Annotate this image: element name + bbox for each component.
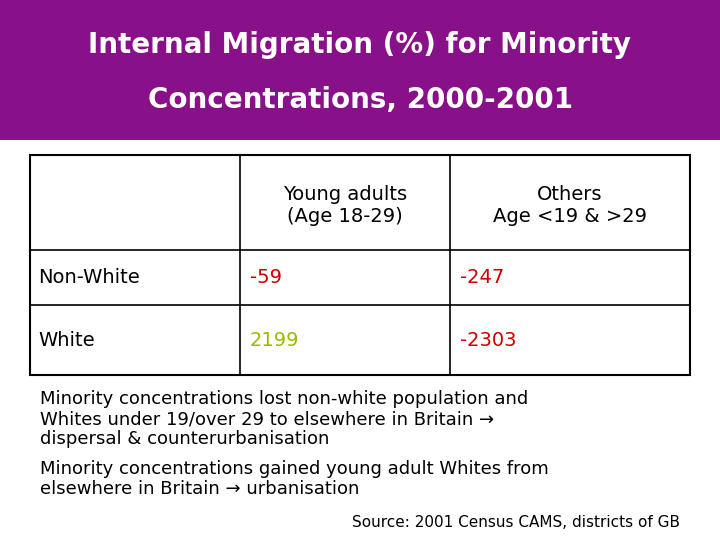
Text: Source: 2001 Census CAMS, districts of GB: Source: 2001 Census CAMS, districts of G… bbox=[352, 515, 680, 530]
Text: Others: Others bbox=[537, 185, 603, 204]
Text: Non-White: Non-White bbox=[38, 268, 140, 287]
Text: Minority concentrations lost non-white population and: Minority concentrations lost non-white p… bbox=[40, 390, 528, 408]
Text: Whites under 19/over 29 to elsewhere in Britain →: Whites under 19/over 29 to elsewhere in … bbox=[40, 410, 494, 428]
Text: Age <19 & >29: Age <19 & >29 bbox=[493, 207, 647, 226]
Text: White: White bbox=[38, 330, 94, 349]
Text: dispersal & counterurbanisation: dispersal & counterurbanisation bbox=[40, 430, 329, 448]
Text: Concentrations, 2000-2001: Concentrations, 2000-2001 bbox=[148, 86, 572, 114]
Text: Minority concentrations gained young adult Whites from: Minority concentrations gained young adu… bbox=[40, 460, 549, 478]
Text: 2199: 2199 bbox=[250, 330, 300, 349]
Bar bbox=[0, 0, 720, 140]
Text: Internal Migration (%) for Minority: Internal Migration (%) for Minority bbox=[89, 31, 631, 59]
Bar bbox=[30, 155, 690, 375]
Text: Young adults: Young adults bbox=[283, 185, 407, 204]
Text: -2303: -2303 bbox=[460, 330, 516, 349]
Text: -247: -247 bbox=[460, 268, 504, 287]
Text: elsewhere in Britain → urbanisation: elsewhere in Britain → urbanisation bbox=[40, 480, 359, 498]
Text: (Age 18-29): (Age 18-29) bbox=[287, 207, 403, 226]
Text: -59: -59 bbox=[250, 268, 282, 287]
